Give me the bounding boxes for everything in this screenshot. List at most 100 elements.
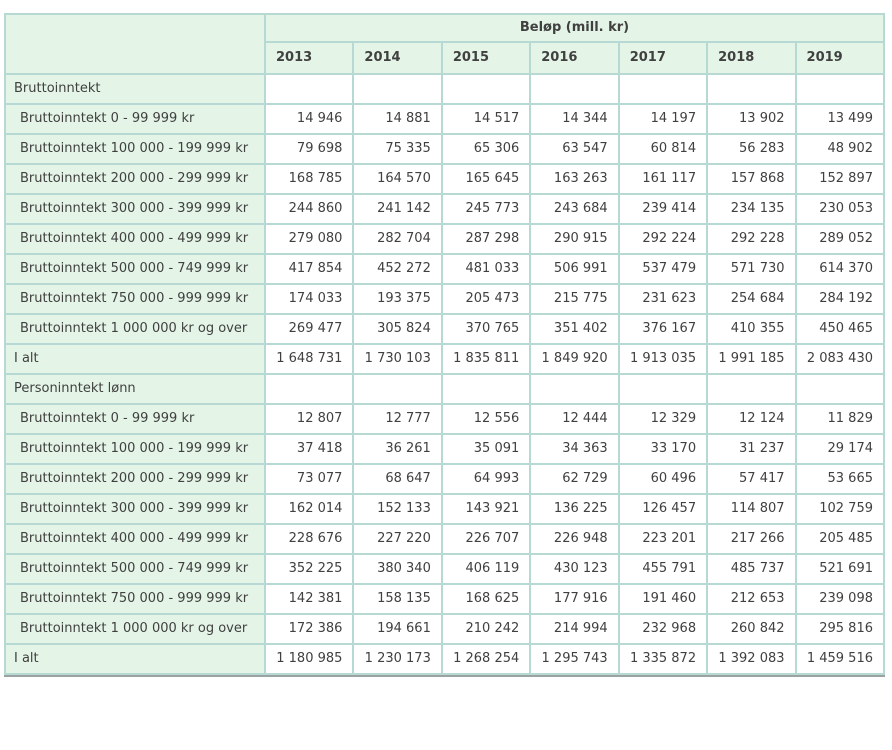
value-cell: 1 392 083: [708, 645, 795, 673]
value-cell: 158 135: [354, 585, 441, 613]
value-cell: 13 499: [796, 105, 883, 133]
empty-cell: [619, 75, 707, 103]
value-cell: 231 623: [619, 285, 707, 313]
value-cell: 1 849 920: [531, 345, 618, 373]
value-cell: 163 263: [531, 165, 618, 193]
table-row: Bruttoinntekt 100 000 - 199 999 kr 37 418…: [6, 435, 883, 463]
row-label: Bruttoinntekt 300 000 - 399 999 kr: [6, 495, 264, 523]
table-row: Bruttoinntekt 1 000 000 kr og over 172 38…: [6, 615, 883, 643]
empty-cell: [266, 75, 353, 103]
value-cell: 537 479: [619, 255, 707, 283]
value-cell: 230 053: [796, 195, 883, 223]
year-header-row: 2013 2014 2015 2016 2017 2018 2019: [6, 43, 883, 73]
value-cell: 241 142: [354, 195, 441, 223]
value-cell: 1 268 254: [442, 645, 530, 673]
group-header-row: Beløp (mill. kr): [6, 15, 883, 73]
value-cell: 232 968: [619, 615, 707, 643]
value-cell: 114 807: [708, 495, 795, 523]
value-cell: 228 676: [266, 525, 353, 553]
table-row: Bruttoinntekt 750 000 - 999 999 kr 142 38…: [6, 585, 883, 613]
value-cell: 161 117: [619, 165, 707, 193]
row-label: Bruttoinntekt 300 000 - 399 999 kr: [6, 195, 264, 223]
value-cell: 37 418: [266, 435, 353, 463]
value-cell: 168 625: [442, 585, 530, 613]
value-cell: 290 915: [531, 225, 618, 253]
value-cell: 521 691: [796, 555, 883, 583]
row-label: Bruttoinntekt 100 000 - 199 999 kr: [6, 135, 264, 163]
value-cell: 571 730: [708, 255, 795, 283]
value-cell: 269 477: [266, 315, 353, 343]
table-row: Bruttoinntekt 200 000 - 299 999 kr 168 78…: [6, 165, 883, 193]
value-cell: 60 814: [619, 135, 707, 163]
value-cell: 194 661: [354, 615, 441, 643]
value-cell: 34 363: [531, 435, 618, 463]
value-cell: 36 261: [354, 435, 441, 463]
value-cell: 351 402: [531, 315, 618, 343]
statistics-table: Beløp (mill. kr) 2013 2014 2015 2016 2017 201…: [4, 13, 885, 675]
value-cell: 234 135: [708, 195, 795, 223]
empty-cell: [796, 75, 883, 103]
value-cell: 284 192: [796, 285, 883, 313]
value-cell: 245 773: [442, 195, 530, 223]
value-cell: 14 517: [442, 105, 530, 133]
value-cell: 14 197: [619, 105, 707, 133]
empty-cell: [619, 375, 707, 403]
value-cell: 223 201: [619, 525, 707, 553]
value-cell: 282 704: [354, 225, 441, 253]
value-cell: 68 647: [354, 465, 441, 493]
value-cell: 214 994: [531, 615, 618, 643]
empty-cell: [442, 75, 530, 103]
value-cell: 136 225: [531, 495, 618, 523]
empty-cell: [354, 375, 441, 403]
value-cell: 143 921: [442, 495, 530, 523]
table-header: Beløp (mill. kr) 2013 2014 2015 2016 2017 201…: [6, 15, 883, 73]
value-cell: 260 842: [708, 615, 795, 643]
row-label: Bruttoinntekt 750 000 - 999 999 kr: [6, 285, 264, 313]
year-header: 2014: [354, 43, 441, 73]
value-cell: 376 167: [619, 315, 707, 343]
value-cell: 14 344: [531, 105, 618, 133]
value-cell: 212 653: [708, 585, 795, 613]
table-row: Bruttoinntekt 500 000 - 749 999 kr 417 85…: [6, 255, 883, 283]
value-cell: 174 033: [266, 285, 353, 313]
value-cell: 455 791: [619, 555, 707, 583]
value-cell: 217 266: [708, 525, 795, 553]
row-label: Bruttoinntekt 500 000 - 749 999 kr: [6, 255, 264, 283]
value-cell: 35 091: [442, 435, 530, 463]
value-cell: 289 052: [796, 225, 883, 253]
section-header-row: Bruttoinntekt: [6, 75, 883, 103]
row-label: Bruttoinntekt 200 000 - 299 999 kr: [6, 165, 264, 193]
value-cell: 506 991: [531, 255, 618, 283]
value-cell: 12 329: [619, 405, 707, 433]
section-title: Bruttoinntekt: [6, 75, 264, 103]
row-label: Bruttoinntekt 400 000 - 499 999 kr: [6, 225, 264, 253]
year-header: 2013: [266, 43, 353, 73]
value-cell: 481 033: [442, 255, 530, 283]
year-header: 2015: [442, 43, 530, 73]
value-cell: 126 457: [619, 495, 707, 523]
section-title: Personinntekt lønn: [6, 375, 264, 403]
value-cell: 12 777: [354, 405, 441, 433]
table-row: Bruttoinntekt 0 - 99 999 kr 14 946 14 881 1…: [6, 105, 883, 133]
table-row: Bruttoinntekt 300 000 - 399 999 kr 162 01…: [6, 495, 883, 523]
value-cell: 1 180 985: [266, 645, 353, 673]
value-cell: 406 119: [442, 555, 530, 583]
value-cell: 168 785: [266, 165, 353, 193]
total-row-label: I alt: [6, 645, 264, 673]
value-cell: 152 897: [796, 165, 883, 193]
value-cell: 1 230 173: [354, 645, 441, 673]
empty-cell: [708, 75, 795, 103]
value-cell: 191 460: [619, 585, 707, 613]
value-cell: 1 835 811: [442, 345, 530, 373]
column-group-header: Beløp (mill. kr): [266, 15, 883, 41]
value-cell: 60 496: [619, 465, 707, 493]
value-cell: 1 991 185: [708, 345, 795, 373]
value-cell: 193 375: [354, 285, 441, 313]
table-row: Bruttoinntekt 0 - 99 999 kr 12 807 12 777 1…: [6, 405, 883, 433]
value-cell: 279 080: [266, 225, 353, 253]
value-cell: 205 485: [796, 525, 883, 553]
value-cell: 227 220: [354, 525, 441, 553]
value-cell: 48 902: [796, 135, 883, 163]
value-cell: 226 707: [442, 525, 530, 553]
